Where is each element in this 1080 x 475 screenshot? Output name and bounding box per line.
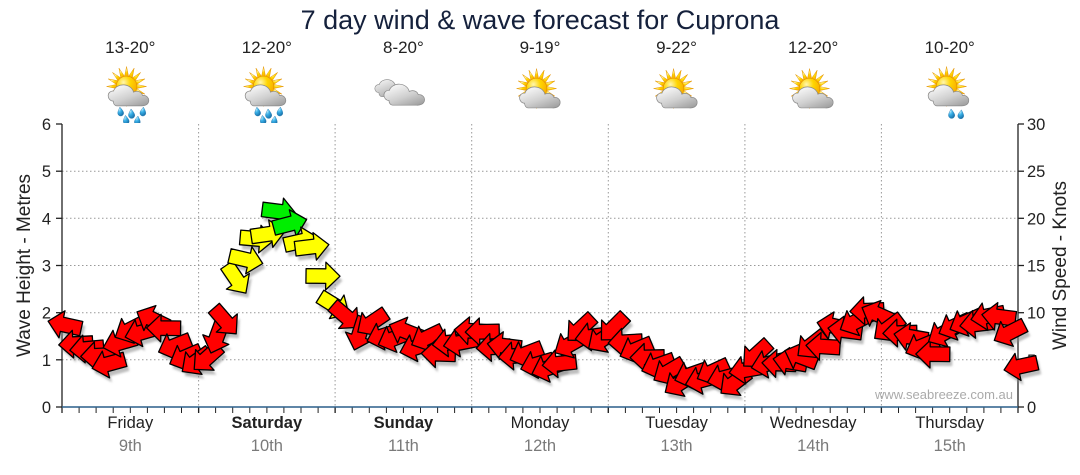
svg-text:3: 3 <box>42 258 51 276</box>
svg-text:Wave Height - Metres: Wave Height - Metres <box>14 174 35 357</box>
svg-text:4: 4 <box>42 210 51 228</box>
svg-text:0: 0 <box>42 399 51 417</box>
svg-text:www.seabreeze.com.au: www.seabreeze.com.au <box>874 387 1013 402</box>
svg-text:Wind Speed - Knots: Wind Speed - Knots <box>1050 181 1071 350</box>
svg-text:25: 25 <box>1027 163 1045 181</box>
svg-text:6: 6 <box>42 116 51 134</box>
svg-text:30: 30 <box>1027 116 1045 134</box>
svg-text:5: 5 <box>42 163 51 181</box>
svg-text:1: 1 <box>42 352 51 370</box>
svg-text:15: 15 <box>1027 258 1045 276</box>
svg-text:0: 0 <box>1027 399 1036 417</box>
svg-text:10: 10 <box>1027 305 1045 323</box>
svg-text:20: 20 <box>1027 210 1045 228</box>
